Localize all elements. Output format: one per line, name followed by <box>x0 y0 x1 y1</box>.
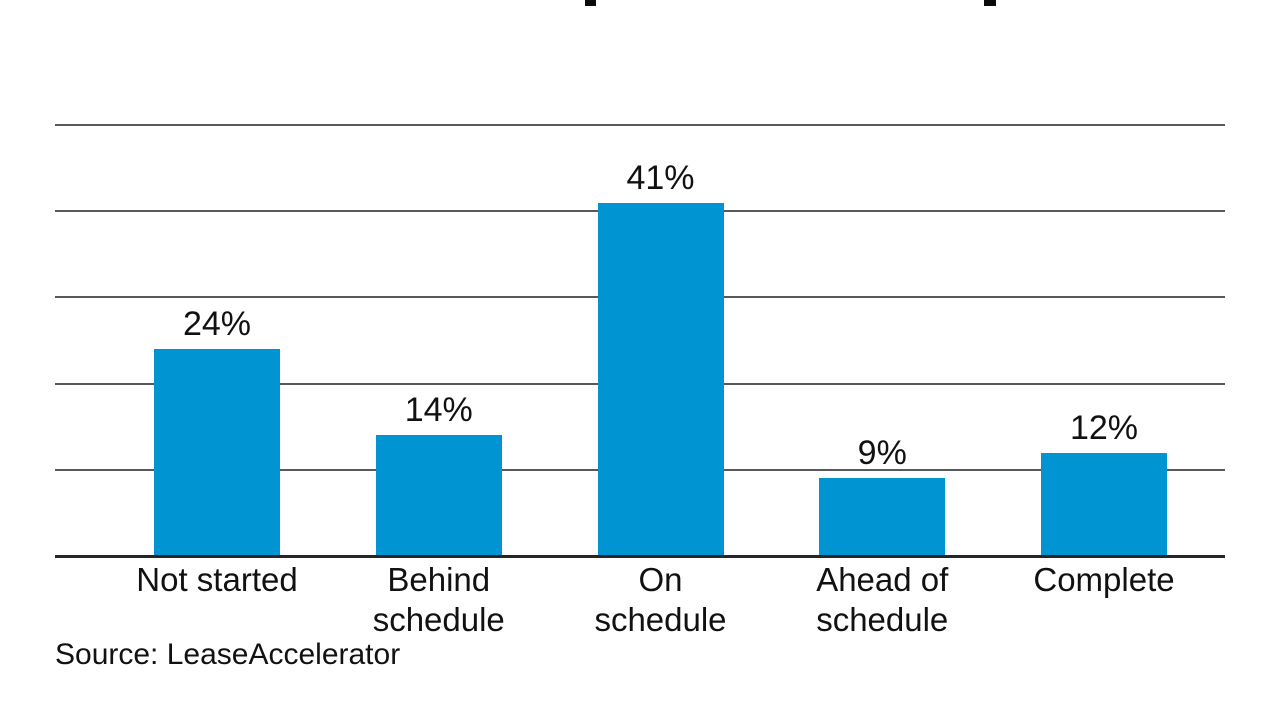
tick-label-line: Not started <box>136 561 298 598</box>
tick-label-line: schedule <box>816 601 949 638</box>
bar-not-started <box>154 349 280 556</box>
tick-label-not-started: Not started <box>97 560 337 600</box>
cropped-title-descender-1 <box>585 0 596 6</box>
tick-label-line: On <box>638 561 683 598</box>
tick-label-line: schedule <box>594 601 727 638</box>
value-label-behind-schedule: 14% <box>404 391 473 430</box>
cropped-title-descender-2 <box>984 0 996 6</box>
tick-label-line: Ahead of <box>816 561 949 598</box>
tick-label-on-schedule: On schedule <box>541 560 781 640</box>
x-axis-line <box>55 555 1225 558</box>
tick-label-line: Behind <box>387 561 491 598</box>
source-credit: Source: LeaseAccelerator <box>55 638 401 671</box>
bar-on-schedule <box>597 202 724 556</box>
tick-label-behind-schedule: Behind schedule <box>319 560 559 640</box>
value-label-on-schedule: 41% <box>626 158 695 197</box>
tick-label-ahead-of-schedule: Ahead of schedule <box>762 560 1002 640</box>
tick-label-complete: Complete <box>984 560 1224 600</box>
gridline-50-pct <box>55 124 1225 126</box>
value-label-ahead-of-schedule: 9% <box>857 434 907 473</box>
value-label-complete: 12% <box>1069 408 1139 447</box>
value-label-not-started: 24% <box>182 305 252 344</box>
tick-label-line: Complete <box>1033 561 1175 598</box>
bar-behind-schedule <box>375 435 502 556</box>
tick-label-line: schedule <box>372 601 505 638</box>
bar-complete <box>1041 452 1167 556</box>
bar-ahead-of-schedule <box>819 478 946 556</box>
